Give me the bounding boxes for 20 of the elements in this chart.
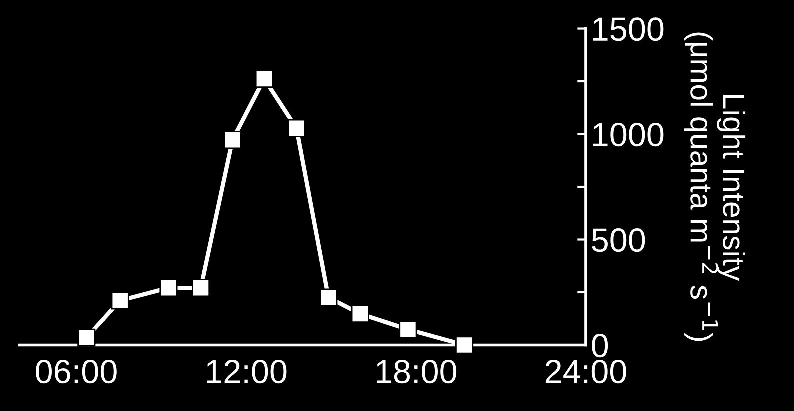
x-tick-label: 24:00 xyxy=(546,360,626,384)
point xyxy=(320,288,338,307)
point xyxy=(288,119,306,138)
y-tick-label: 1500 xyxy=(593,18,664,42)
y-tick-label: 0 xyxy=(592,334,608,358)
y-tick-label: 1000 xyxy=(593,123,664,147)
y-axis-title: Light Intensity (μmol quanta m$^{−2}$ s$^{−1}$) xyxy=(684,32,746,342)
point xyxy=(160,279,178,298)
x-tick-label: 06:00 xyxy=(36,360,117,384)
x-tick-label: 12:00 xyxy=(207,360,287,384)
point xyxy=(78,328,96,347)
point xyxy=(255,70,274,88)
x-tick-label: 18:00 xyxy=(376,360,457,384)
point xyxy=(224,131,242,150)
point xyxy=(399,320,418,339)
point xyxy=(192,279,210,298)
point xyxy=(111,292,130,310)
point xyxy=(351,304,370,324)
point xyxy=(456,336,474,354)
y-tick-label: 500 xyxy=(592,228,646,252)
